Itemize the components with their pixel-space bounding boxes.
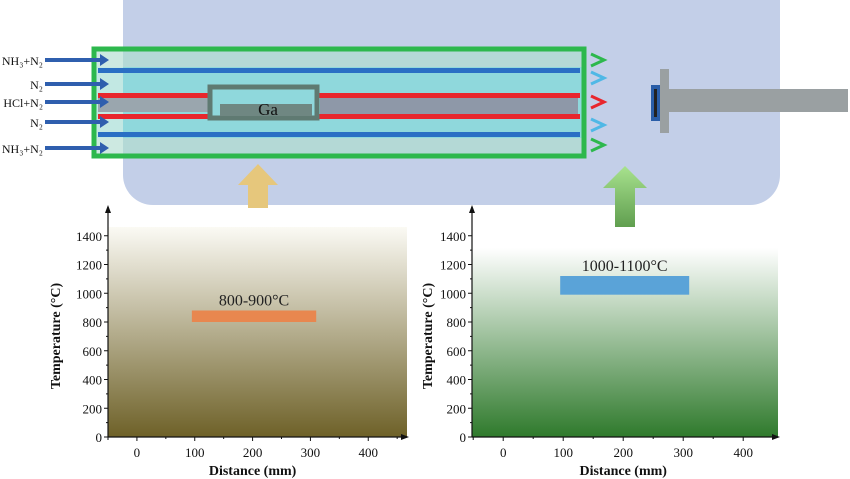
outlet-arrow-hcl — [590, 94, 608, 110]
x-axis-arrow-icon — [772, 434, 780, 440]
y-axis-label: Temperature (°C) — [421, 283, 436, 390]
inlet-label: N₂ — [30, 78, 43, 92]
y-tick-label: 1200 — [440, 258, 466, 273]
x-tick-label: 200 — [613, 445, 633, 460]
y-tick-label: 800 — [447, 315, 467, 330]
x-tick-label: 200 — [243, 445, 263, 460]
y-axis-arrow-icon — [469, 205, 475, 213]
y-axis-arrow-icon — [105, 205, 111, 213]
y-tick-label: 600 — [83, 344, 103, 359]
y-tick-label: 0 — [96, 430, 103, 445]
temperature-chart-1: 0 200 400 600 800 1000 1200 1400 0 100 200 300 400 Di… — [49, 205, 409, 479]
x-axis-label: Distance (mm) — [579, 464, 667, 479]
y-tick-label: 400 — [447, 373, 467, 388]
outlet-arrows — [590, 52, 608, 153]
y-tick-label: 800 — [83, 315, 103, 330]
hcl-line-top — [98, 93, 580, 98]
x-tick-label: 400 — [733, 445, 753, 460]
x-tick-label: 0 — [500, 445, 507, 460]
ga-boat — [207, 84, 320, 121]
x-tick-label: 100 — [553, 445, 573, 460]
inlet-arrow — [45, 116, 109, 128]
nh3-line-top — [98, 68, 580, 73]
temperature-range-label: 1000-1100°C — [582, 258, 668, 275]
source-zone-heat-arrow — [238, 164, 278, 208]
plot-background — [472, 227, 778, 437]
x-tick-label: 300 — [301, 445, 321, 460]
inlet-label: NH₃+N₂ — [2, 142, 43, 156]
y-tick-label: 1000 — [440, 286, 466, 301]
temperature-range-label: 800-900°C — [219, 293, 289, 310]
inlet-arrow — [45, 142, 109, 154]
outlet-arrow-n2-top — [590, 70, 608, 86]
temperature-chart-2: 0 200 400 600 800 1000 1200 1400 0 100 200 300 400 Di… — [421, 205, 780, 479]
x-tick-label: 0 — [134, 445, 141, 460]
inlet-arrow — [45, 78, 109, 90]
x-axis-label: Distance (mm) — [209, 464, 297, 479]
nh3-line-bottom — [98, 132, 580, 137]
y-axis-label: Temperature (°C) — [49, 283, 64, 390]
y-tick-label: 1400 — [440, 229, 466, 244]
y-tick-label: 200 — [447, 401, 467, 416]
y-tick-label: 1200 — [76, 258, 102, 273]
inlet-arrow — [45, 96, 109, 108]
y-tick-label: 1400 — [76, 229, 102, 244]
y-tick-label: 200 — [83, 401, 103, 416]
y-tick-label: 1000 — [76, 286, 102, 301]
y-tick-label: 600 — [447, 344, 467, 359]
inlet-label: HCl+N₂ — [3, 96, 43, 110]
ga-label: Ga — [258, 100, 278, 119]
x-tick-label: 100 — [185, 445, 205, 460]
y-tick-label: 0 — [460, 430, 467, 445]
x-tick-label: 300 — [673, 445, 693, 460]
inlet-label: NH₃+N₂ — [2, 54, 43, 68]
hcl-line-bottom — [98, 114, 580, 119]
outlet-arrow-nh3-bottom — [590, 137, 608, 153]
temperature-range-bar — [560, 276, 690, 295]
plot-background — [108, 227, 407, 437]
inlet-arrow — [45, 54, 109, 66]
inlet-label: N₂ — [30, 116, 43, 130]
outlet-arrow-n2-bottom — [590, 117, 608, 133]
x-axis-arrow-icon — [401, 434, 409, 440]
ga-channel — [320, 98, 578, 114]
temperature-range-bar — [191, 310, 317, 322]
growth-zone-heat-arrow — [603, 166, 647, 255]
source-zone-tube — [91, 46, 587, 159]
substrate-holder — [651, 69, 848, 133]
outlet-arrow-nh3-top — [590, 52, 608, 68]
y-tick-label: 400 — [83, 373, 103, 388]
x-tick-label: 400 — [359, 445, 379, 460]
